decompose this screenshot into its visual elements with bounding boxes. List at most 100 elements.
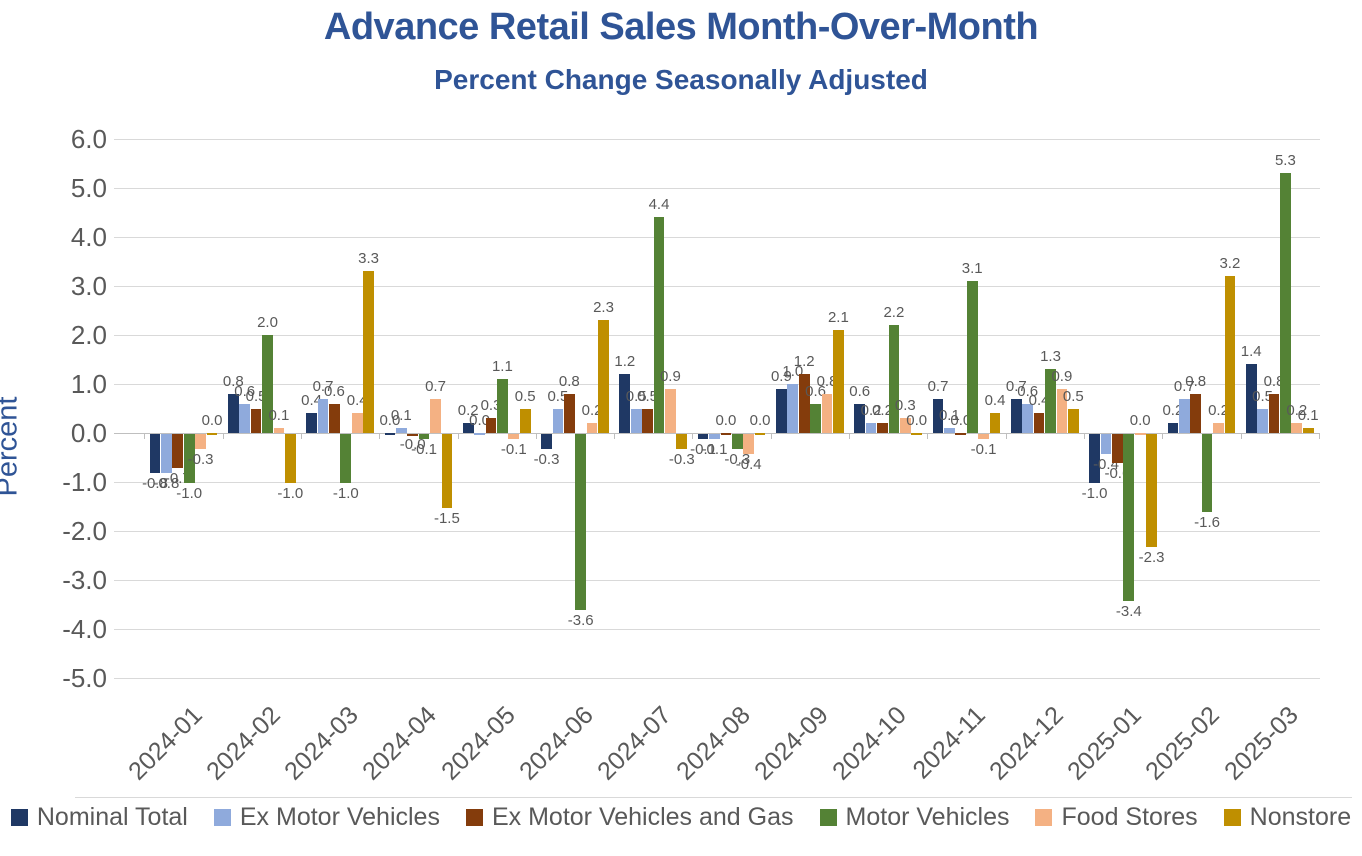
bar-ex-motor-vehicles-2024-02	[239, 403, 251, 433]
gridline	[114, 531, 1320, 532]
legend-swatch-ex-motor-vehicles	[213, 809, 231, 826]
bar-nominal-total-2025-02	[1167, 423, 1179, 433]
data-label: -3.4	[1115, 602, 1142, 620]
chart-title: Advance Retail Sales Month-Over-Month	[323, 6, 1039, 48]
data-label: 2.3	[593, 299, 614, 317]
data-label: 0.5	[547, 387, 569, 405]
x-axis-line	[114, 433, 1320, 434]
data-label: 0.2	[1208, 402, 1229, 420]
x-axis-tick	[927, 433, 929, 439]
bar-nominal-total-2024-07	[619, 374, 631, 433]
legend-item-ex-motor-vehicles-and-gas: Ex Motor Vehicles and Gas	[465, 803, 794, 832]
chart-subtitle: Percent Change Seasonally Adjusted	[434, 64, 928, 95]
gridline	[114, 384, 1320, 385]
legend-item-motor-vehicles: Motor Vehicles	[819, 803, 1010, 832]
data-label: 1.2	[614, 353, 636, 371]
data-label: 0.9	[659, 367, 681, 385]
bar-nonstore-2024-10	[911, 433, 923, 435]
bar-nominal-total-2025-03	[1245, 364, 1257, 433]
data-label: 0.5	[625, 387, 647, 405]
x-axis-tick	[1162, 433, 1164, 439]
bar-nominal-total-2024-08	[697, 434, 709, 439]
bar-nominal-total-2024-06	[541, 434, 552, 449]
x-axis-tick	[692, 433, 694, 439]
x-axis-tick	[379, 433, 381, 439]
bar-nominal-total-2024-09	[776, 388, 787, 433]
bar-motor-vehicles-2025-01	[1123, 434, 1135, 601]
bar-motor-vehicles-2025-02	[1201, 434, 1213, 513]
x-axis-tick	[535, 433, 537, 439]
bar-nominal-total-2024-12	[1010, 398, 1022, 433]
data-label: 0.0	[1129, 412, 1151, 429]
data-label: -1.5	[433, 509, 460, 527]
data-label: 0.0	[379, 412, 401, 429]
data-label: -0.3	[668, 450, 695, 468]
data-label: -3.6	[567, 612, 594, 630]
data-label: 2.2	[883, 304, 905, 322]
bar-nonstore-2025-01	[1146, 434, 1157, 547]
data-label: 1.4	[1240, 343, 1262, 361]
legend-label-motor-vehicles: Motor Vehicles	[845, 803, 1010, 831]
data-label: 0.0	[749, 412, 771, 429]
y-tick-label: 2.0	[70, 320, 107, 350]
data-label: -1.0	[176, 485, 203, 502]
data-label: 0.5	[1252, 387, 1274, 405]
data-label: 3.1	[961, 260, 983, 278]
bar-ex-motor-vehicles-2024-04	[395, 428, 407, 433]
bar-ex-motor-vehicles-and-gas-2024-07	[642, 408, 653, 433]
bar-ex-motor-vehicles-2024-01	[161, 434, 172, 474]
data-label: -0.8	[153, 475, 180, 493]
bar-food-stores-2024-08	[743, 434, 755, 454]
bar-nonstore-2024-02	[284, 434, 296, 483]
bar-ex-motor-vehicles-and-gas-2024-09	[798, 374, 810, 433]
bar-nonstore-2024-12	[1067, 408, 1079, 433]
data-label: 0.6	[849, 382, 871, 400]
bar-motor-vehicles-2024-06	[575, 434, 587, 611]
data-label: 2.0	[257, 314, 278, 331]
data-label: 0.8	[558, 372, 580, 390]
data-label: 0.6	[234, 382, 256, 400]
bar-motor-vehicles-2024-07	[653, 217, 665, 433]
bar-food-stores-2024-03	[351, 413, 363, 433]
data-label: 0.3	[894, 397, 916, 415]
data-label: 1.3	[1040, 348, 1061, 366]
x-axis-tick	[222, 433, 224, 439]
bar-nonstore-2024-07	[676, 434, 688, 449]
legend-swatch-nominal-total	[10, 809, 28, 826]
data-label: 0.5	[514, 387, 536, 405]
data-label: 0.8	[816, 372, 838, 390]
bar-ex-motor-vehicles-and-gas-2024-11	[955, 433, 967, 435]
y-tick-label: -5.0	[62, 663, 107, 693]
data-label: 0.7	[312, 377, 334, 395]
data-label: 0.3	[480, 397, 502, 415]
data-label: 0.2	[581, 402, 603, 420]
bar-ex-motor-vehicles-2025-02	[1178, 398, 1190, 433]
gridline	[114, 335, 1320, 336]
data-label: 0.4	[984, 392, 1006, 410]
bar-ex-motor-vehicles-2024-08	[709, 434, 720, 439]
data-label: 3.3	[358, 250, 380, 268]
gridline	[114, 678, 1320, 679]
data-label: 0.6	[1017, 382, 1039, 400]
bar-nominal-total-2024-04	[384, 433, 396, 435]
gridline	[114, 139, 1320, 140]
data-label: 0.1	[390, 407, 412, 425]
bar-ex-motor-vehicles-and-gas-2024-04	[407, 434, 419, 436]
bar-ex-motor-vehicles-and-gas-2024-10	[877, 423, 888, 433]
x-axis-tick	[1083, 433, 1085, 439]
bar-ex-motor-vehicles-and-gas-2025-03	[1268, 393, 1280, 433]
data-label: 0.6	[323, 382, 345, 400]
gridline	[114, 580, 1320, 581]
bar-nonstore-2024-09	[833, 330, 844, 433]
y-tick-label: 0.0	[70, 418, 107, 448]
bar-ex-motor-vehicles-2024-10	[865, 423, 877, 433]
bar-ex-motor-vehicles-and-gas-2024-01	[172, 434, 184, 469]
data-label: 0.1	[1297, 407, 1319, 425]
data-label: -1.0	[1081, 485, 1108, 502]
data-label: 0.2	[1162, 402, 1184, 420]
bar-nonstore-2024-05	[519, 408, 531, 433]
legend-separator	[75, 797, 1352, 798]
data-label: -0.1	[970, 440, 997, 458]
bar-motor-vehicles-2024-09	[810, 403, 821, 433]
data-label: 0.9	[1051, 367, 1073, 385]
